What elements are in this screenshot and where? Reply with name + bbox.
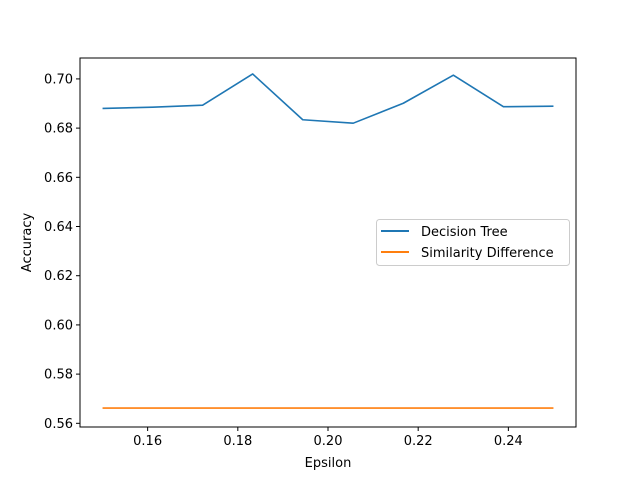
y-tick-label: 0.70 <box>44 72 73 87</box>
series-line-decision-tree <box>102 73 554 124</box>
y-tick-label: 0.60 <box>44 318 73 333</box>
x-tick-label: 0.16 <box>133 434 162 449</box>
y-axis-title: Accuracy <box>20 213 35 273</box>
y-tick-label: 0.62 <box>44 269 73 284</box>
x-tick-label: 0.24 <box>494 434 523 449</box>
y-tick-label: 0.56 <box>44 417 73 432</box>
y-tick-label: 0.64 <box>44 220 73 235</box>
x-tick-label: 0.20 <box>314 434 343 449</box>
legend: Decision Tree Similarity Difference <box>376 219 570 266</box>
x-tick-label: 0.18 <box>223 434 252 449</box>
x-axis-title: Epsilon <box>305 456 352 471</box>
legend-box <box>376 219 570 266</box>
y-axis: 0.56 0.58 0.60 0.62 0.64 0.66 0.68 0.70 <box>44 72 80 432</box>
y-tick-label: 0.58 <box>44 368 73 383</box>
x-tick-label: 0.22 <box>404 434 433 449</box>
plot-marks <box>102 73 554 409</box>
legend-label-decision-tree: Decision Tree <box>421 225 508 240</box>
y-tick-label: 0.66 <box>44 171 73 186</box>
y-tick-label: 0.68 <box>44 122 73 137</box>
legend-label-similarity-difference: Similarity Difference <box>421 246 554 261</box>
x-axis: 0.16 0.18 0.20 0.22 0.24 <box>133 427 523 449</box>
